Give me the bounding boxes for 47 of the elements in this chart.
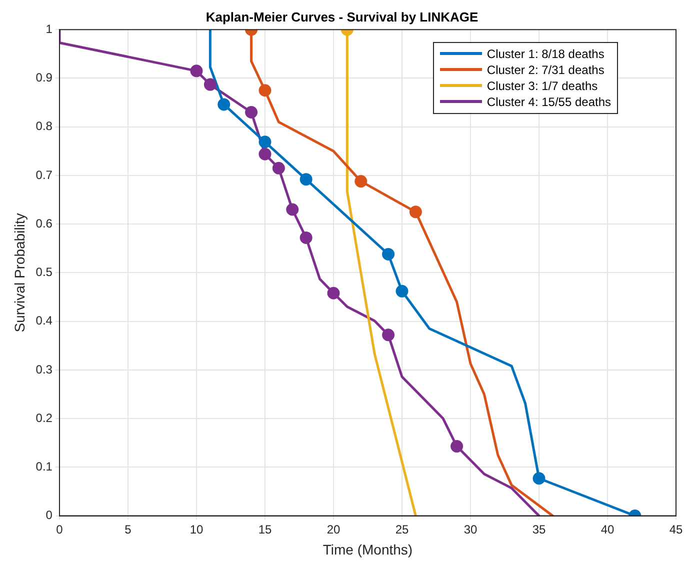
x-tick-label: 10 bbox=[190, 522, 204, 536]
legend-label: Cluster 2: 7/31 deaths bbox=[486, 62, 604, 78]
y-tick-label: 0.1 bbox=[36, 459, 53, 474]
point bbox=[258, 136, 272, 148]
point bbox=[245, 106, 258, 119]
x-tick-label: 15 bbox=[258, 522, 272, 536]
x-tick-label: 35 bbox=[532, 522, 546, 536]
legend-label: Cluster 1: 8/18 deaths bbox=[486, 46, 604, 62]
y-tick-label: 0.9 bbox=[36, 70, 53, 85]
y-tick-label: 0.5 bbox=[36, 265, 53, 280]
y-tick-label: 0.6 bbox=[36, 216, 53, 230]
point bbox=[204, 78, 216, 91]
point bbox=[300, 173, 312, 186]
point bbox=[300, 231, 312, 244]
x-tick-label: 30 bbox=[464, 522, 478, 536]
y-tick-label: 0.7 bbox=[36, 168, 53, 182]
chart-title: Kaplan-Meier Curves - Survival by LINKAGE bbox=[206, 9, 478, 24]
x-tick-label: 45 bbox=[669, 522, 683, 536]
point bbox=[272, 162, 285, 174]
point bbox=[190, 64, 203, 78]
point bbox=[532, 472, 546, 485]
x-tick-label: 5 bbox=[124, 522, 132, 536]
x-axis-title: Time (Months) bbox=[322, 541, 413, 558]
x-tick-label: 40 bbox=[600, 522, 614, 536]
y-tick-label: 0.4 bbox=[36, 314, 53, 328]
point bbox=[450, 440, 464, 453]
y-tick-label: 1 bbox=[46, 22, 53, 36]
y-tick-label: 0.8 bbox=[36, 119, 53, 134]
point bbox=[409, 206, 422, 218]
point bbox=[258, 84, 272, 97]
y-tick-label: 0.2 bbox=[36, 410, 53, 425]
point bbox=[354, 175, 368, 188]
x-tick-label: 20 bbox=[326, 522, 340, 536]
x-tick-label: 25 bbox=[395, 522, 409, 536]
y-tick-label: 0.3 bbox=[36, 362, 53, 376]
y-axis-title: Survival Probability bbox=[11, 213, 28, 332]
legend-label: Cluster 4: 15/55 deaths bbox=[486, 94, 611, 110]
point bbox=[218, 98, 230, 111]
legend-label: Cluster 3: 1/7 deaths bbox=[486, 78, 598, 94]
y-tick-label: 0 bbox=[46, 508, 53, 522]
point bbox=[396, 284, 408, 298]
point bbox=[382, 248, 395, 260]
point bbox=[258, 148, 272, 160]
x-tick-label: 0 bbox=[56, 522, 64, 536]
point bbox=[382, 328, 395, 342]
point bbox=[286, 203, 299, 216]
point bbox=[327, 286, 340, 300]
